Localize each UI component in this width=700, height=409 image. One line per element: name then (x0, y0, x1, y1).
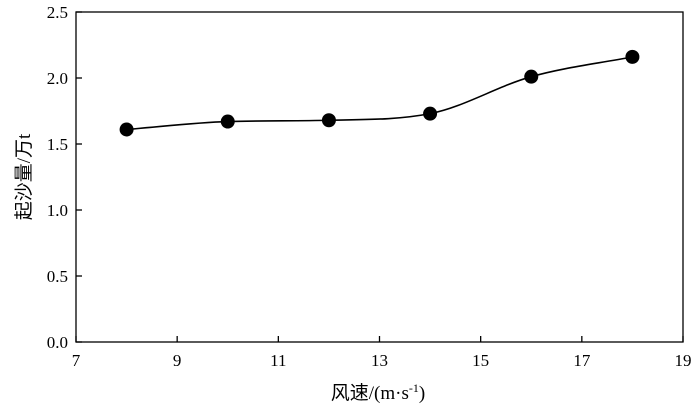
y-tick-label: 1.0 (47, 201, 68, 220)
x-tick-label: 17 (573, 351, 591, 370)
y-tick-label: 2.0 (47, 69, 68, 88)
plot-frame (75, 11, 684, 343)
y-tick-label: 1.5 (47, 135, 68, 154)
x-axis-label-end: ) (419, 383, 425, 404)
x-axis-label: 风速/(m·s-1) (331, 381, 425, 404)
data-point (119, 122, 134, 137)
y-tick-label: 2.5 (47, 3, 68, 22)
data-point (625, 49, 640, 64)
data-point (220, 114, 235, 129)
y-axis-ticks: 0.0 0.5 1.0 1.5 2.0 2.5 (47, 3, 82, 352)
x-tick-label: 11 (270, 351, 286, 370)
data-points (119, 49, 640, 137)
series-line (126, 56, 633, 131)
x-axis-label-main: 风速/(m·s (331, 382, 409, 404)
x-tick-label: 9 (173, 351, 182, 370)
data-point (321, 113, 336, 128)
y-tick-label: 0.0 (47, 333, 68, 352)
y-axis-label: 起沙量/万t (13, 133, 35, 220)
x-tick-label: 7 (72, 351, 81, 370)
x-tick-label: 15 (472, 351, 489, 370)
x-axis-label-superscript: -1 (409, 381, 419, 395)
x-tick-label: 13 (371, 351, 388, 370)
data-point (524, 69, 539, 84)
x-tick-label: 19 (675, 351, 692, 370)
data-point (423, 106, 438, 121)
y-tick-label: 0.5 (47, 267, 68, 286)
x-axis-ticks: 7 9 11 13 15 17 19 (72, 336, 692, 370)
